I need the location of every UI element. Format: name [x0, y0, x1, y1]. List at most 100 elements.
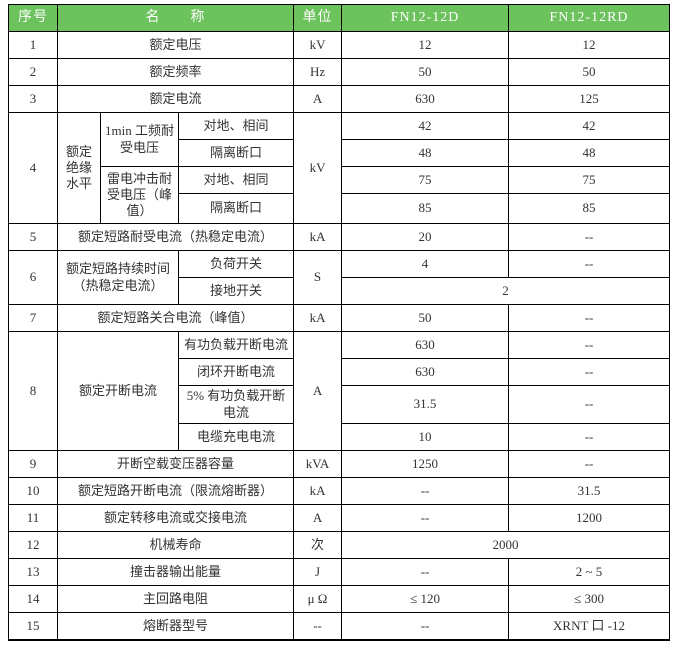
- cell-fn12d: 630: [341, 358, 510, 386]
- cell-name: 熔断器型号: [56, 612, 295, 640]
- cell-unit: kA: [293, 223, 343, 251]
- cell-fn12rd: --: [508, 331, 671, 359]
- table-row: 14 主回路电阻 μ Ω ≤ 120 ≤ 300: [8, 585, 671, 613]
- cell-name: 额定频率: [56, 58, 295, 86]
- cell-fn12rd: --: [508, 450, 671, 478]
- cell-item: 电缆充电电流: [177, 423, 295, 451]
- cell-fn12d: 4: [341, 250, 510, 278]
- cell-no: 6: [8, 250, 58, 305]
- header-name: 名 称: [56, 4, 295, 32]
- cell-fn12rd: 125: [508, 85, 671, 113]
- table-row: 4 额定绝缘水平 1min 工频耐受电压 对地、相间 kV 42 42: [8, 112, 671, 224]
- table-row: 9 开断空载变压器容量 kVA 1250 --: [8, 450, 671, 478]
- table-row: 15 熔断器型号 -- -- XRNT 口 -12: [8, 612, 671, 640]
- table-row: 隔离断口 48 48: [9, 139, 671, 167]
- cell-fn12rd: 31.5: [508, 477, 671, 505]
- cell-no: 10: [8, 477, 58, 505]
- table-row: 13 撞击器输出能量 J -- 2 ~ 5: [8, 558, 671, 586]
- table-row: 5 额定短路耐受电流（热稳定电流） kA 20 --: [8, 223, 671, 251]
- cell-name: 额定短路开断电流（限流熔断器）: [56, 477, 295, 505]
- cell-no: 14: [8, 585, 58, 613]
- cell-name: 额定电压: [56, 31, 295, 59]
- cell-fn12d: 10: [341, 423, 510, 451]
- table-row: 雷电冲击耐受电压（峰值） 对地、相同 75 75: [9, 166, 671, 224]
- cell-name: 额定转移电流或交接电流: [56, 504, 295, 532]
- cell-fn12rd: 48: [508, 139, 671, 167]
- cell-fn12rd: 2 ~ 5: [508, 558, 671, 586]
- cell-item: 隔离断口: [177, 139, 295, 167]
- cell-no: 1: [8, 31, 58, 59]
- cell-item: 隔离断口: [177, 193, 295, 224]
- cell-unit: S: [293, 250, 343, 305]
- table-row: 12 机械寿命 次 2000: [8, 531, 671, 559]
- cell-merged-value: 2000: [341, 531, 671, 559]
- cell-fn12rd: --: [508, 304, 671, 332]
- cell-unit: kV: [293, 31, 343, 59]
- cell-no: 5: [8, 223, 58, 251]
- cell-unit: A: [293, 85, 343, 113]
- cell-no: 8: [8, 331, 58, 451]
- cell-name: 额定开断电流: [57, 331, 179, 451]
- cell-fn12rd: 75: [508, 166, 671, 194]
- cell-fn12d: 75: [341, 166, 510, 194]
- cell-fn12d: --: [341, 477, 510, 505]
- cell-unit: A: [293, 504, 343, 532]
- cell-fn12rd: ≤ 300: [508, 585, 671, 613]
- cell-item: 接地开关: [177, 277, 295, 305]
- cell-fn12rd: --: [508, 250, 671, 278]
- cell-name: 主回路电阻: [56, 585, 295, 613]
- cell-unit: --: [293, 612, 343, 640]
- cell-name: 开断空载变压器容量: [56, 450, 295, 478]
- cell-item: 对地、相同: [177, 166, 295, 194]
- table-row: 10 额定短路开断电流（限流熔断器） kA -- 31.5: [8, 477, 671, 505]
- cell-fn12d: 1250: [341, 450, 510, 478]
- cell-fn12rd: 42: [508, 112, 671, 140]
- cell-item: 负荷开关: [177, 250, 295, 278]
- header-fn12-12rd: FN12-12RD: [508, 4, 671, 32]
- cell-fn12d: 48: [341, 139, 510, 167]
- cell-unit: kA: [293, 304, 343, 332]
- table-row: 隔离断口 85 85: [9, 193, 671, 224]
- cell-fn12d: 85: [341, 193, 510, 224]
- cell-unit: kA: [293, 477, 343, 505]
- header-fn12-12d: FN12-12D: [341, 4, 510, 32]
- cell-fn12d: ≤ 120: [341, 585, 510, 613]
- cell-fn12d: 50: [341, 58, 510, 86]
- cell-no: 9: [8, 450, 58, 478]
- cell-sub: 1min 工频耐受电压: [100, 112, 179, 167]
- cell-no: 12: [8, 531, 58, 559]
- cell-item: 有功负载开断电流: [177, 331, 295, 359]
- cell-no: 4: [8, 112, 58, 224]
- cell-no: 2: [8, 58, 58, 86]
- cell-fn12rd: --: [508, 223, 671, 251]
- cell-fn12d: 630: [341, 85, 510, 113]
- cell-unit: kV: [293, 112, 343, 224]
- cell-name: 额定短路持续时间（热稳定电流）: [57, 250, 179, 305]
- cell-fn12rd: 85: [508, 193, 671, 224]
- cell-fn12d: 12: [341, 31, 510, 59]
- cell-no: 3: [8, 85, 58, 113]
- cell-name: 额定短路耐受电流（热稳定电流）: [56, 223, 295, 251]
- table-row: 11 额定转移电流或交接电流 A -- 1200: [8, 504, 671, 532]
- cell-item: 对地、相间: [177, 112, 295, 140]
- cell-name: 额定短路关合电流（峰值）: [56, 304, 295, 332]
- header-no: 序号: [8, 4, 58, 32]
- cell-fn12d: --: [341, 612, 510, 640]
- cell-fn12d: 50: [341, 304, 510, 332]
- cell-name: 机械寿命: [56, 531, 295, 559]
- spec-table: 序号 名 称 单位 FN12-12D FN12-12RD 1 额定电压 kV 1…: [8, 4, 671, 641]
- table-header-row: 序号 名 称 单位 FN12-12D FN12-12RD: [8, 4, 671, 32]
- table-row: 3 额定电流 A 630 125: [8, 85, 671, 113]
- cell-name: 额定电流: [56, 85, 295, 113]
- header-unit: 单位: [293, 4, 343, 32]
- cell-item: 5% 有功负载开断电流: [177, 385, 295, 424]
- cell-fn12d: --: [341, 504, 510, 532]
- cell-unit: J: [293, 558, 343, 586]
- cell-unit: kVA: [293, 450, 343, 478]
- cell-merged-value: 2: [341, 277, 671, 305]
- cell-fn12rd: XRNT 口 -12: [508, 612, 671, 640]
- cell-unit: μ Ω: [293, 585, 343, 613]
- cell-sub: 雷电冲击耐受电压（峰值）: [100, 166, 179, 224]
- cell-fn12rd: --: [508, 358, 671, 386]
- cell-fn12rd: 1200: [508, 504, 671, 532]
